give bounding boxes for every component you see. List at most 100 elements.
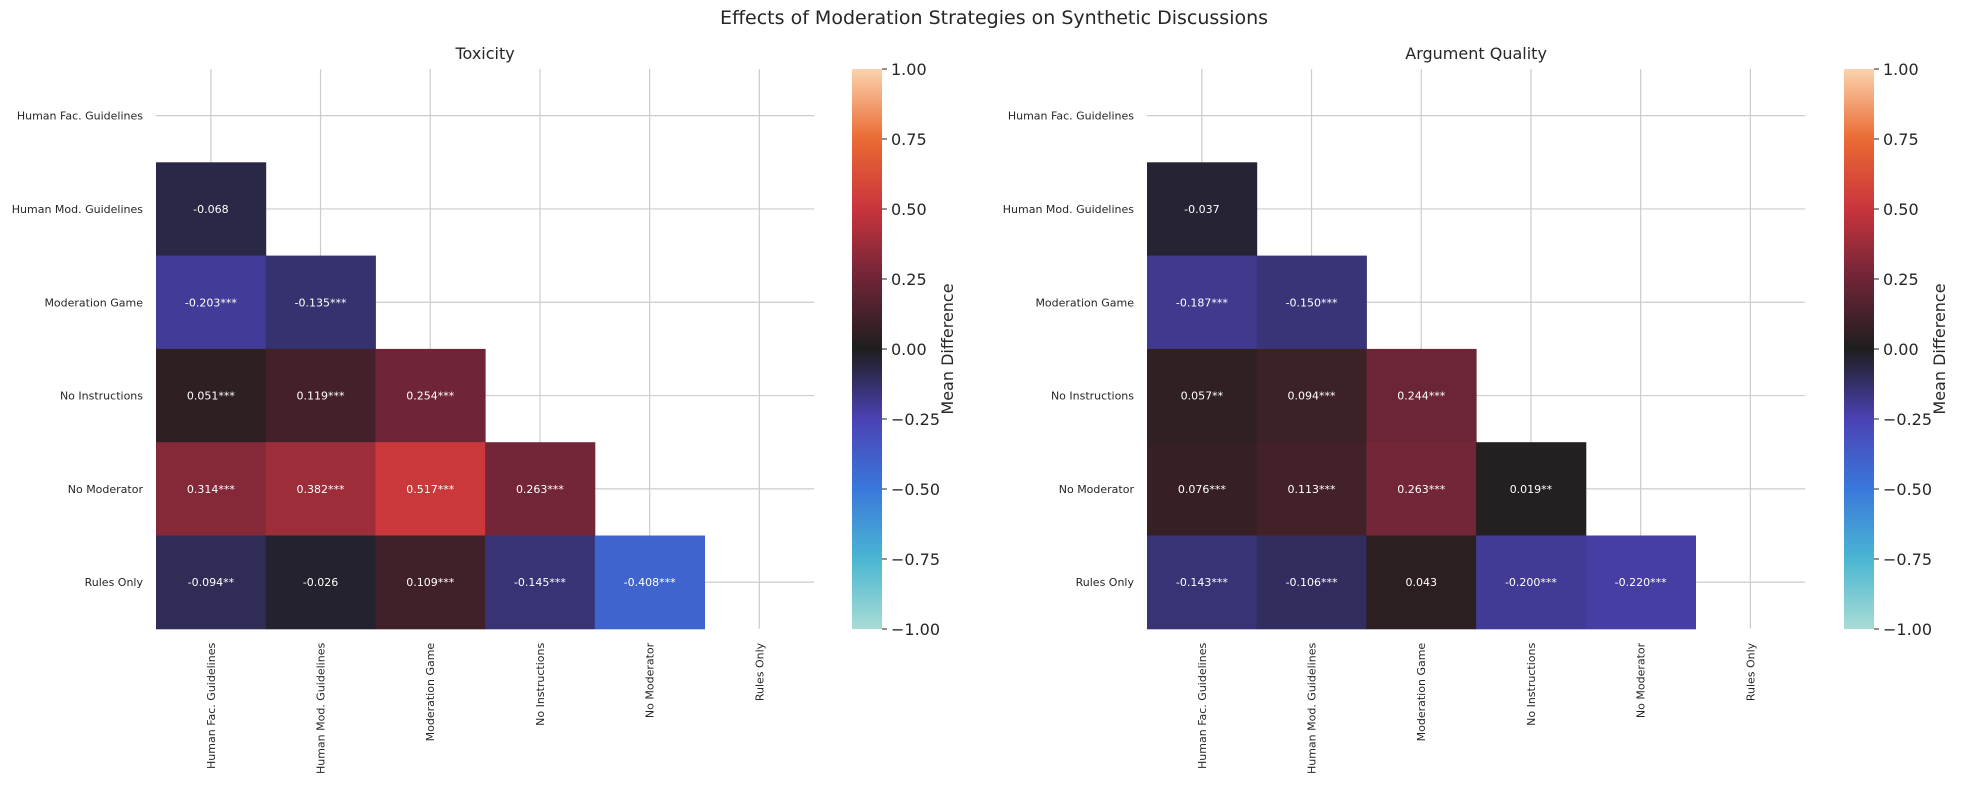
cell-value-label: 0.094***: [1288, 390, 1336, 403]
x-tick-label: No Moderator: [644, 642, 657, 718]
cell-value-label: 0.051***: [187, 390, 235, 403]
colorbar-tick-label: 0.50: [891, 200, 927, 219]
cell-value-label: -0.187***: [1176, 296, 1228, 309]
panel-title: Toxicity: [454, 44, 514, 63]
x-tick-label: Human Fac. Guidelines: [1196, 643, 1209, 769]
cell-value-label: 0.263***: [516, 483, 564, 496]
colorbar-tick-label: 0.25: [891, 270, 927, 289]
y-axis-tick-labels: Human Fac. Guidelines Human Mod. Guidelin…: [1003, 110, 1135, 590]
y-tick-label: No Instructions: [60, 390, 143, 403]
cell-value-label: 0.109***: [406, 576, 454, 589]
heatmap-cell-rules-only-vs-human-fac-guidelines: [1147, 535, 1258, 630]
heatmap-cell-rules-only-vs-no-instructions: [1476, 535, 1587, 630]
colorbar-label: Mean Difference: [1930, 283, 1949, 414]
colorbar-tick-label: −0.50: [1883, 480, 1932, 499]
cell-value-label: -0.203***: [185, 296, 237, 309]
heatmap-cell-no-moderator-vs-human-mod-guidelines: [265, 442, 376, 536]
heatmap-cell-no-moderator-vs-moderation-game: [1366, 442, 1477, 536]
heatmap-cell-no-instructions-vs-human-mod-guidelines: [265, 348, 376, 443]
cell-value-label: 0.314***: [187, 483, 235, 496]
cell-value-label: 0.019**: [1510, 483, 1553, 496]
x-axis-tick-labels: Human Fac. Guidelines Human Mod. Guidelin…: [205, 642, 766, 775]
heatmap-cell-rules-only-vs-no-moderator: [1585, 535, 1696, 630]
heatmap-cell-no-moderator-vs-human-fac-guidelines: [156, 442, 267, 536]
heatmap-cell-rules-only-vs-moderation-game: [375, 535, 486, 630]
cell-value-label: -0.026: [303, 576, 338, 589]
heatmap-cell-no-moderator-vs-no-instructions: [485, 442, 596, 536]
colorbar-tick-label: 0.50: [1883, 200, 1919, 219]
y-tick-label: Human Mod. Guidelines: [12, 203, 144, 216]
cell-value-label: -0.408***: [624, 576, 676, 589]
x-tick-label: Human Fac. Guidelines: [205, 643, 218, 769]
heatmap-cell-no-instructions-vs-human-fac-guidelines: [156, 348, 267, 443]
cell-value-label: 0.517***: [406, 483, 454, 496]
x-tick-label: No Moderator: [1635, 642, 1648, 718]
colorbar-tick-label: −1.00: [891, 620, 940, 639]
cell-value-label: -0.200***: [1505, 576, 1557, 589]
cell-value-label: 0.382***: [297, 483, 345, 496]
colorbar-tick-label: 0.00: [891, 340, 927, 359]
heatmap-cell-rules-only-vs-no-instructions: [485, 535, 596, 630]
y-tick-label: No Moderator: [1059, 483, 1135, 496]
cell-value-label: 0.254***: [406, 390, 454, 403]
cell-value-label: -0.037: [1184, 203, 1219, 216]
y-tick-label: Human Fac. Guidelines: [1008, 110, 1134, 123]
colorbar-label: Mean Difference: [938, 283, 957, 414]
x-tick-label: Human Mod. Guidelines: [1306, 643, 1319, 775]
heatmap-cell-rules-only-vs-human-fac-guidelines: [156, 535, 267, 630]
cell-value-label: -0.094**: [188, 576, 235, 589]
colorbar: 1.00 0.75 0.50 0.25 0.00 −0.25 −0.50 −0.75 −1.00…: [1844, 60, 1949, 639]
heatmap-cell-no-instructions-vs-human-fac-guidelines: [1147, 348, 1258, 443]
cell-value-label: -0.106***: [1286, 576, 1338, 589]
cell-value-label: -0.220***: [1615, 576, 1667, 589]
y-tick-label: Human Mod. Guidelines: [1003, 203, 1135, 216]
heatmap-cell-no-moderator-vs-human-fac-guidelines: [1147, 442, 1258, 536]
y-tick-label: Moderation Game: [44, 296, 143, 309]
cell-value-label: -0.068: [193, 203, 228, 216]
y-tick-label: No Instructions: [1051, 390, 1134, 403]
heatmap-cell-rules-only-vs-moderation-game: [1366, 535, 1477, 630]
colorbar-gradient: [852, 69, 882, 629]
heatmap-cell-human-mod-guidelines-vs-human-fac-guidelines: [1147, 162, 1258, 257]
colorbar-tick-label: −0.50: [891, 480, 940, 499]
heatmap-cell-moderation-game-vs-human-mod-guidelines: [265, 255, 376, 350]
cell-value-label: 0.113***: [1288, 483, 1336, 496]
heatmap-cells: -0.037 -0.187*** -0.150*** 0.057** 0.094*** 0…: [1147, 162, 1696, 630]
y-tick-label: Rules Only: [85, 576, 144, 589]
x-tick-label: Human Mod. Guidelines: [315, 643, 328, 775]
argument-quality-heatmap-panel: Argument Quality -0.037 -0.187*** -0.150***…: [1003, 44, 1949, 774]
x-tick-label: Moderation Game: [424, 643, 437, 742]
colorbar-gradient: [1844, 69, 1874, 629]
x-tick-label: Rules Only: [1744, 642, 1757, 701]
heatmap-cell-no-moderator-vs-no-instructions: [1476, 442, 1587, 536]
colorbar: 1.00 0.75 0.50 0.25 0.00 −0.25 −0.50 −0.75 −1.00…: [852, 60, 957, 639]
x-tick-label: Moderation Game: [1415, 643, 1428, 742]
heatmap-cell-human-mod-guidelines-vs-human-fac-guidelines: [156, 162, 267, 257]
x-tick-label: Rules Only: [753, 642, 766, 701]
x-axis-tick-labels: Human Fac. Guidelines Human Mod. Guidelin…: [1196, 642, 1758, 774]
cell-value-label: 0.076***: [1178, 483, 1226, 496]
cell-value-label: -0.143***: [1176, 576, 1228, 589]
panel-title: Argument Quality: [1405, 44, 1547, 63]
heatmap-cell-no-instructions-vs-moderation-game: [375, 348, 486, 443]
colorbar-tick-label: −1.00: [1883, 620, 1932, 639]
cell-value-label: -0.145***: [514, 576, 566, 589]
cell-value-label: -0.150***: [1286, 296, 1338, 309]
heatmap-cell-no-instructions-vs-human-mod-guidelines: [1256, 348, 1367, 443]
colorbar-tick-label: −0.75: [1883, 550, 1932, 569]
cell-value-label: 0.043: [1406, 576, 1438, 589]
heatmap-cells: -0.068 -0.203*** -0.135*** 0.051*** 0.119***…: [156, 162, 705, 630]
colorbar-tick-label: 0.25: [1883, 270, 1919, 289]
heatmap-cell-rules-only-vs-human-mod-guidelines: [1256, 535, 1367, 630]
colorbar-tick-label: 0.75: [1883, 130, 1919, 149]
colorbar-tick-label: 0.00: [1883, 340, 1919, 359]
cell-value-label: -0.135***: [295, 296, 347, 309]
y-tick-label: Rules Only: [1076, 576, 1135, 589]
heatmap-cell-rules-only-vs-no-moderator: [594, 535, 705, 630]
cell-value-label: 0.119***: [297, 390, 345, 403]
colorbar-tick-label: 1.00: [1883, 60, 1919, 79]
x-tick-label: No Instructions: [534, 643, 547, 726]
colorbar-tick-label: 0.75: [891, 130, 927, 149]
colorbar-tick-label: −0.75: [891, 550, 940, 569]
